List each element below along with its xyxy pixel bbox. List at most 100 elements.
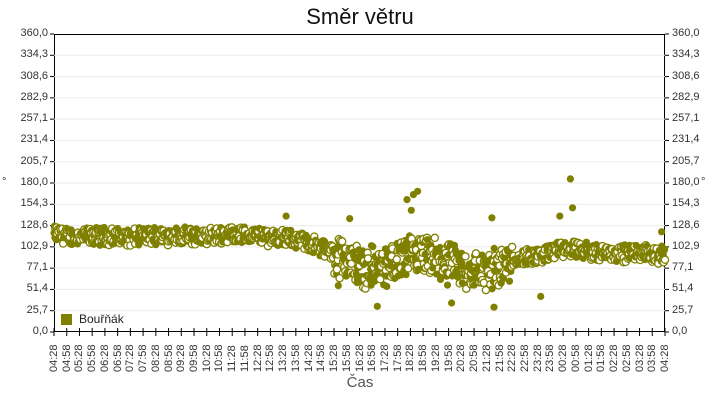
y-tick-label: 282,9: [672, 90, 700, 103]
x-tick-label: 11:58: [238, 345, 251, 372]
x-tick-label: 21:58: [493, 344, 506, 372]
data-point: [660, 255, 670, 265]
x-tick-label: 14:58: [315, 344, 328, 372]
x-tick-label: 13:28: [277, 344, 290, 372]
data-point: [334, 282, 342, 290]
y-tick-label: 102,9: [672, 239, 700, 252]
x-tick-label: 17:58: [391, 344, 404, 372]
x-tick-label: 20:28: [455, 344, 468, 372]
data-point: [403, 196, 411, 204]
y-tick-label: 334,3: [672, 48, 700, 61]
x-tick-label: 17:28: [378, 344, 391, 372]
x-tick-label: 04:58: [60, 344, 73, 372]
y-tick-label: 308,6: [672, 69, 700, 82]
data-point: [337, 237, 347, 246]
data-point: [287, 226, 295, 234]
data-point: [556, 212, 564, 220]
x-tick-label: 23:28: [531, 344, 544, 372]
data-point: [499, 275, 507, 283]
x-tick-label: 11:28: [226, 345, 239, 372]
x-tick-label: 21:28: [480, 344, 493, 372]
data-point: [490, 244, 498, 252]
x-tick-label: 03:58: [646, 344, 659, 372]
x-tick-label: 04:28: [659, 344, 671, 372]
data-point: [332, 265, 342, 274]
legend-label: Bouřňák: [79, 312, 124, 326]
data-point: [335, 273, 344, 283]
x-tick-label: 10:28: [200, 344, 213, 372]
data-point: [490, 303, 498, 311]
y-tick-label: 360,0: [672, 27, 700, 39]
data-point: [507, 242, 517, 252]
x-tick-label: 04:28: [48, 344, 60, 372]
data-point: [488, 214, 496, 222]
data-point: [537, 292, 545, 300]
x-tick-label: 06:58: [111, 344, 124, 372]
y-tick-label: 180,0: [20, 176, 48, 188]
y-tick-label: 77,1: [672, 261, 694, 274]
x-tick-label: 00:58: [569, 344, 582, 372]
x-tick-label: 08:28: [149, 344, 162, 372]
data-point: [392, 255, 402, 264]
x-tick-label: 19:58: [442, 344, 455, 372]
x-tick-label: 09:58: [188, 344, 201, 372]
y-tick-label: 51,4: [26, 282, 48, 295]
chart-title: Směr větru: [306, 4, 414, 29]
x-tick-label: 20:58: [468, 344, 481, 372]
x-tick-label: 23:58: [544, 344, 557, 372]
x-tick-label: 08:58: [162, 344, 175, 372]
data-point: [363, 254, 373, 263]
data-point: [375, 275, 385, 284]
x-tick-label: 19:28: [429, 344, 442, 372]
legend-swatch: [61, 313, 72, 325]
x-tick-label: 10:58: [213, 344, 226, 372]
legend: Bouřňák: [61, 312, 124, 326]
y-tick-label: 51,4: [672, 282, 694, 295]
y-tick-label: 334,3: [20, 48, 48, 61]
y-axis-unit-left: °: [2, 176, 7, 188]
data-point: [461, 252, 470, 261]
data-point: [414, 187, 422, 195]
x-tick-label: 05:58: [86, 344, 99, 372]
y-tick-label: 25,7: [672, 303, 694, 316]
y-tick-label: 282,9: [20, 90, 48, 103]
y-tick-label: 154,3: [672, 197, 700, 210]
data-point: [402, 271, 410, 279]
data-point: [566, 175, 575, 183]
y-tick-label: 257,1: [672, 112, 700, 125]
y-axis-unit-right: °: [701, 176, 706, 188]
x-tick-label: 00:28: [557, 344, 570, 372]
y-tick-label: 231,4: [672, 133, 700, 146]
data-point: [478, 251, 486, 259]
x-tick-label: 16:28: [353, 344, 366, 372]
x-tick-label: 02:58: [620, 344, 633, 372]
x-tick-label: 13:58: [289, 344, 302, 372]
y-tick-label: 102,9: [20, 239, 48, 252]
y-tick-label: 77,1: [26, 261, 48, 274]
data-point: [346, 215, 354, 223]
x-tick-label: 14:28: [302, 344, 315, 372]
x-tick-label: 03:28: [633, 344, 646, 372]
x-tick-label: 15:58: [340, 344, 353, 372]
data-point: [407, 206, 415, 214]
x-tick-label: 01:58: [595, 344, 608, 372]
x-tick-label: 12:28: [251, 344, 264, 372]
data-point: [458, 279, 466, 287]
data-point: [568, 204, 577, 212]
data-point: [658, 228, 666, 236]
y-tick-label: 128,6: [20, 218, 48, 231]
x-tick-label: 12:58: [264, 344, 277, 372]
y-tick-label: 0,0: [672, 325, 688, 337]
data-point: [373, 302, 381, 310]
x-tick-label: 16:58: [366, 344, 379, 372]
y-tick-label: 25,7: [26, 303, 48, 316]
x-axis-title: Čas: [346, 374, 374, 391]
data-point: [471, 249, 481, 258]
y-tick-label: 308,6: [20, 69, 48, 82]
data-point: [661, 245, 669, 253]
x-tick-label: 01:28: [582, 344, 595, 372]
y-tick-label: 128,6: [672, 218, 700, 231]
y-tick-label: 360,0: [20, 27, 48, 39]
x-tick-label: 18:58: [417, 344, 430, 372]
x-tick-label: 18:28: [404, 344, 417, 372]
